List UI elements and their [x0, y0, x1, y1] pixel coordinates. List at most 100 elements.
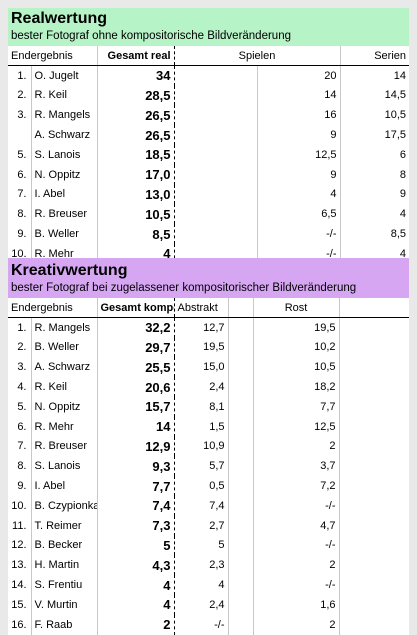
table-row: 4. R. Keil 20,6 2,4 18,2 [8, 377, 409, 397]
table-row: A. Schwarz 26,5 9 17,5 [8, 125, 409, 145]
name-cell: R. Keil [31, 377, 98, 397]
header-gesamt-real: Gesamt real [97, 46, 175, 67]
total-cell: 5 [97, 535, 175, 556]
total-cell: 26,5 [97, 105, 175, 126]
rost-cell: 2 [253, 614, 340, 635]
real-title: Realwertung [11, 10, 108, 27]
rank-cell: 9. [8, 224, 32, 244]
spacer-cell [228, 614, 254, 635]
rank-cell: 4. [8, 377, 32, 397]
table-row: 11. T. Reimer 7,3 2,7 4,7 [8, 515, 409, 536]
table-row: 6. R. Mehr 14 1,5 12,5 [8, 416, 409, 437]
rank-cell: 13. [8, 555, 32, 576]
total-cell: 32,2 [97, 317, 175, 338]
spacer-cell [228, 575, 254, 595]
spacer-cell [174, 164, 258, 185]
total-cell: 10,5 [97, 204, 175, 225]
abstrakt-cell: 5,7 [174, 456, 229, 477]
rost-cell: 7,7 [253, 396, 340, 417]
spacer-cell [174, 224, 258, 244]
total-cell: 25,5 [97, 357, 175, 378]
name-cell: I. Abel [31, 476, 98, 496]
rank-cell: 6. [8, 416, 32, 437]
real-results-table: Endergebnis Gesamt real Spielen Serien 1… [8, 46, 410, 284]
table-row: 3. R. Mangels 26,5 16 10,5 [8, 105, 409, 126]
table-row: 7. R. Breuser 12,9 10,9 2 [8, 436, 409, 457]
table-row: 15. V. Murtin 4 2,4 1,6 [8, 594, 409, 615]
spielen-cell: 12,5 [257, 144, 341, 165]
name-cell: R. Mehr [31, 416, 98, 437]
abstrakt-cell: 4 [174, 575, 229, 595]
empty-cell [339, 595, 409, 615]
empty-cell [339, 516, 409, 536]
abstrakt-cell: 2,3 [174, 555, 229, 576]
empty-cell [339, 536, 409, 556]
abstrakt-cell: 0,5 [174, 476, 229, 496]
name-cell: R. Keil [31, 85, 98, 106]
rank-cell: 1. [8, 65, 32, 86]
name-cell: R. Mangels [31, 317, 98, 338]
name-cell: F. Raab [31, 614, 98, 635]
spielen-cell: 9 [257, 125, 341, 145]
rank-cell [8, 125, 32, 145]
spacer-cell [228, 317, 254, 338]
spacer-cell [174, 184, 258, 205]
spacer-cell [174, 144, 258, 165]
serien-cell: 6 [399, 148, 407, 161]
spielen-cell: 14 [257, 85, 341, 106]
rank-cell: 12. [8, 535, 32, 556]
rost-cell: 10,5 [253, 357, 340, 378]
name-cell: B. Weller [31, 337, 98, 358]
abstrakt-cell: 10,9 [174, 436, 229, 457]
empty-cell [339, 555, 409, 575]
abstrakt-cell: 2,7 [174, 515, 229, 536]
name-cell: S. Lanois [31, 456, 98, 477]
spacer-cell [174, 204, 258, 225]
serien-cell: 17,5 [384, 129, 407, 142]
serien-cell: 4 [399, 247, 407, 260]
abstrakt-cell: 2,4 [174, 377, 229, 397]
table-row: 1. O. Jugelt 34 20 14 [8, 65, 409, 86]
rank-cell: 3. [8, 357, 32, 378]
spielen-cell: 4 [257, 184, 341, 205]
header-empty [339, 298, 409, 319]
empty-cell [339, 397, 409, 417]
table-row: 8. S. Lanois 9,3 5,7 3,7 [8, 456, 409, 477]
rank-cell: 9. [8, 476, 32, 496]
abstrakt-cell: -/- [174, 614, 229, 635]
empty-cell [339, 476, 409, 496]
name-cell: H. Martin [31, 555, 98, 576]
spacer-cell [228, 535, 254, 556]
empty-cell [339, 417, 409, 437]
results-page: Realwertung bester Fotograf ohne komposi… [8, 8, 410, 635]
name-cell: R. Breuser [31, 204, 98, 225]
spacer-cell [228, 555, 254, 576]
real-results-body: 1. O. Jugelt 34 20 14 2. R. Keil 28,5 14 14,5 3. R.… [8, 65, 409, 284]
table-row: 10. B. Czypionka 7,4 7,4 -/- [8, 495, 409, 516]
name-cell: B. Weller [31, 224, 98, 244]
total-cell: 34 [97, 65, 175, 86]
table-row: 5. N. Oppitz 15,7 8,1 7,7 [8, 396, 409, 417]
rost-cell: 2 [253, 555, 340, 576]
total-cell: 26,5 [97, 125, 175, 145]
spacer-cell [228, 495, 254, 516]
kreativ-section-header: Kreativwertung bester Fotograf bei zugel… [8, 258, 409, 298]
empty-cell [339, 377, 409, 397]
empty-cell [339, 357, 409, 377]
table-row: 2. R. Keil 28,5 14 14,5 [8, 85, 409, 106]
name-cell: N. Oppitz [31, 396, 98, 417]
rank-cell: 8. [8, 456, 32, 477]
table-row: 6. N. Oppitz 17,0 9 8 [8, 164, 409, 185]
total-cell: 15,7 [97, 396, 175, 417]
kreativ-title: Kreativwertung [11, 262, 128, 279]
abstrakt-cell: 19,5 [174, 337, 229, 358]
total-cell: 12,9 [97, 436, 175, 457]
name-cell: N. Oppitz [31, 164, 98, 185]
spacer-cell [228, 396, 254, 417]
serien-cell: 8,5 [390, 228, 407, 241]
rank-cell: 6. [8, 164, 32, 185]
total-cell: 7,4 [97, 495, 175, 516]
spacer-cell [228, 515, 254, 536]
empty-cell [339, 318, 409, 338]
total-cell: 20,6 [97, 377, 175, 397]
